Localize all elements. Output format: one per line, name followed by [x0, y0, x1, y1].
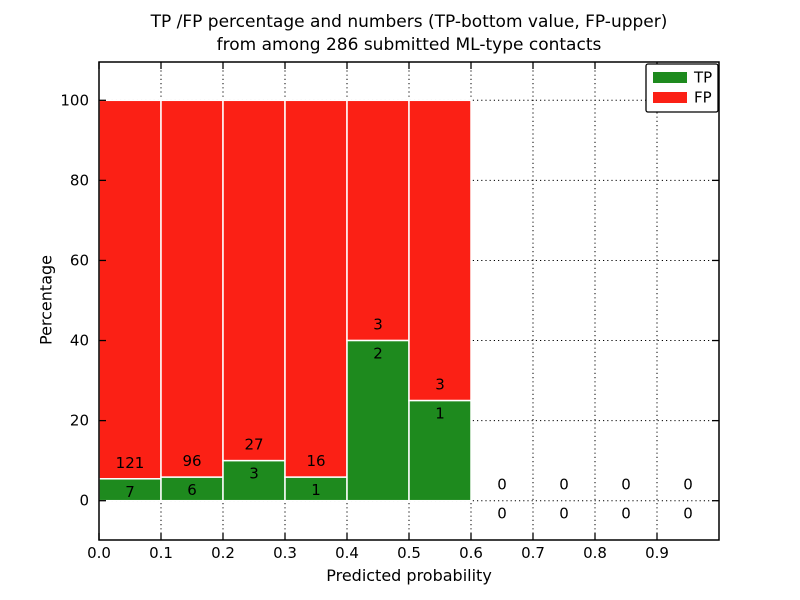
bar-label-fp-1: 96 — [182, 452, 201, 470]
bar-label-tp-6: 0 — [497, 505, 507, 523]
bar-label-fp-2: 27 — [244, 436, 263, 454]
y-tick-label: 20 — [70, 412, 89, 430]
x-axis-label: Predicted probability — [326, 566, 492, 585]
x-tick-label: 0.3 — [273, 544, 297, 562]
bar-segment-fp-2 — [222, 99, 286, 462]
legend-swatch-tp — [653, 72, 687, 83]
bar-label-fp-4: 3 — [373, 316, 383, 334]
x-tick-label: 0.9 — [645, 544, 669, 562]
bar-segment-tp-4 — [346, 339, 410, 502]
x-tick-label: 0.0 — [87, 544, 111, 562]
bar-segment-fp-0 — [98, 99, 162, 480]
bar-label-fp-6: 0 — [497, 476, 507, 494]
y-tick-label: 60 — [70, 251, 89, 269]
legend-label-fp: FP — [694, 89, 712, 107]
y-tick-label: 80 — [70, 171, 89, 189]
bar-label-fp-0: 121 — [116, 454, 145, 472]
x-tick-label: 0.7 — [521, 544, 545, 562]
chart-title-line1: TP /FP percentage and numbers (TP-bottom… — [150, 12, 668, 32]
y-tick-label: 100 — [60, 91, 89, 109]
bar-label-tp-0: 7 — [125, 483, 135, 501]
bar-label-tp-4: 2 — [373, 345, 383, 363]
bar-label-tp-7: 0 — [559, 505, 569, 523]
bar-label-tp-2: 3 — [249, 465, 259, 483]
bar-label-fp-5: 3 — [435, 376, 445, 394]
x-tick-label: 0.4 — [335, 544, 359, 562]
bar-label-tp-3: 1 — [311, 481, 321, 499]
bar-segment-tp-5 — [408, 399, 472, 502]
legend-swatch-fp — [653, 92, 687, 103]
bar-label-tp-8: 0 — [621, 505, 631, 523]
bar-label-fp-7: 0 — [559, 476, 569, 494]
x-tick-label: 0.8 — [583, 544, 607, 562]
bar-segment-fp-1 — [160, 99, 224, 478]
bar-label-tp-9: 0 — [683, 505, 693, 523]
x-tick-label: 0.6 — [459, 544, 483, 562]
legend-label-tp: TP — [693, 69, 712, 87]
y-tick-label: 0 — [79, 492, 89, 510]
x-tick-label: 0.2 — [211, 544, 235, 562]
bar-segment-fp-5 — [408, 99, 472, 402]
bar-label-fp-8: 0 — [621, 476, 631, 494]
x-tick-label: 0.1 — [149, 544, 173, 562]
chart-title-line2: from among 286 submitted ML-type contact… — [216, 35, 602, 55]
bar-segment-fp-3 — [284, 99, 348, 478]
bar-label-fp-9: 0 — [683, 476, 693, 494]
bar-label-fp-3: 16 — [306, 452, 325, 470]
x-tick-label: 0.5 — [397, 544, 421, 562]
bar-segment-fp-4 — [346, 99, 410, 342]
bar-label-tp-1: 6 — [187, 481, 197, 499]
chart-title: TP /FP percentage and numbers (TP-bottom… — [99, 11, 719, 57]
y-tick-label: 40 — [70, 332, 89, 350]
bar-label-tp-5: 1 — [435, 405, 445, 423]
